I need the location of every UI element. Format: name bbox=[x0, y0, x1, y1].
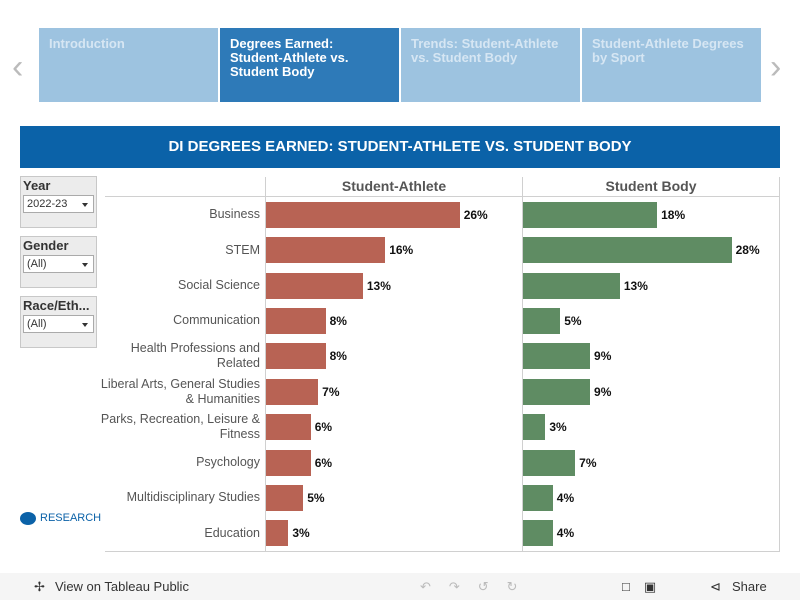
bar bbox=[523, 484, 553, 511]
value-label: 16% bbox=[389, 243, 414, 258]
filter-label: Gender bbox=[23, 238, 69, 253]
logo-text: RESEARCH bbox=[40, 512, 102, 524]
bar bbox=[266, 484, 304, 511]
bar bbox=[523, 449, 576, 476]
filter-label: Race/Eth... bbox=[23, 298, 90, 313]
chart-title: DI DEGREES EARNED: STUDENT-ATHLETE VS. S… bbox=[20, 126, 780, 168]
bar bbox=[266, 201, 460, 228]
category-label: Multidisciplinary Studies bbox=[126, 490, 260, 505]
value-label: 5% bbox=[307, 490, 325, 505]
bar bbox=[266, 237, 386, 264]
divider-line bbox=[522, 177, 523, 552]
value-label: 18% bbox=[661, 207, 686, 222]
nav-tab[interactable]: Degrees Earned: Student-Athlete vs. Stud… bbox=[220, 28, 399, 102]
series-header: Student-Athlete bbox=[341, 178, 447, 194]
prev-arrow[interactable]: ‹ bbox=[12, 48, 24, 86]
toolbar-icons-right: □▣ bbox=[622, 579, 671, 594]
value-label: 9% bbox=[594, 384, 612, 399]
value-label: 28% bbox=[735, 243, 760, 258]
bar bbox=[266, 272, 363, 299]
bar bbox=[266, 449, 311, 476]
bar bbox=[523, 201, 658, 228]
bar bbox=[523, 378, 591, 405]
filter-dropdown[interactable]: 2022-23 bbox=[23, 195, 94, 213]
value-label: 13% bbox=[623, 278, 648, 293]
value-label: 8% bbox=[329, 313, 347, 328]
share-button[interactable]: Share bbox=[732, 579, 767, 594]
category-label: Communication bbox=[173, 313, 260, 328]
category-label: STEM bbox=[225, 242, 260, 257]
value-label: 8% bbox=[329, 349, 347, 364]
value-label: 6% bbox=[314, 455, 333, 470]
value-label: 13% bbox=[366, 278, 391, 293]
share-icon: ⊲ bbox=[710, 579, 721, 594]
filter-dropdown[interactable]: (All) bbox=[23, 315, 94, 333]
series-header: Student Body bbox=[605, 178, 697, 194]
filter-dropdown[interactable]: (All) bbox=[23, 255, 94, 273]
bar bbox=[266, 414, 311, 441]
value-label: 4% bbox=[556, 490, 575, 505]
bar bbox=[523, 414, 546, 441]
bar bbox=[523, 343, 591, 370]
view-link[interactable]: View on Tableau Public bbox=[55, 579, 189, 594]
value-label: 6% bbox=[314, 420, 333, 435]
filter: Race/Eth... (All) bbox=[20, 296, 97, 348]
bar bbox=[266, 520, 289, 547]
bar bbox=[523, 272, 620, 299]
bar bbox=[523, 307, 561, 334]
value-label: 26% bbox=[463, 207, 488, 222]
value-label: 9% bbox=[594, 349, 612, 364]
category-label: Social Science bbox=[178, 278, 260, 292]
filter: Year 2022-23 bbox=[20, 176, 97, 228]
nav-tab[interactable]: Trends: Student-Athlete vs. Student Body bbox=[401, 28, 580, 102]
filter: Gender (All) bbox=[20, 236, 97, 288]
category-label: Psychology bbox=[196, 455, 260, 469]
value-label: 3% bbox=[549, 420, 567, 435]
bar bbox=[523, 237, 732, 264]
value-label: 3% bbox=[292, 526, 310, 541]
divider-line bbox=[265, 177, 266, 552]
view-icon: ✢ bbox=[34, 579, 45, 594]
category-label: Parks, Recreation, Leisure & Fitness bbox=[100, 412, 260, 442]
category-label: Education bbox=[204, 525, 260, 540]
divider-line bbox=[105, 551, 780, 552]
value-label: 4% bbox=[556, 526, 575, 541]
filter-label: Year bbox=[23, 178, 51, 193]
bar bbox=[266, 307, 326, 334]
logo-mark bbox=[20, 512, 36, 525]
bar bbox=[266, 378, 319, 405]
category-label: Business bbox=[209, 207, 260, 222]
divider-line bbox=[779, 177, 780, 552]
footer bbox=[0, 573, 800, 600]
value-label: 7% bbox=[579, 455, 597, 470]
bar bbox=[523, 520, 553, 547]
next-arrow[interactable]: › bbox=[770, 48, 782, 86]
value-label: 7% bbox=[322, 384, 340, 399]
bar bbox=[266, 343, 326, 370]
nav-tab[interactable]: Student-Athlete Degrees by Sport bbox=[582, 28, 761, 102]
category-label: Health Professions and Related bbox=[130, 341, 260, 371]
divider-line bbox=[105, 196, 780, 197]
nav-tab[interactable]: Introduction bbox=[39, 28, 218, 102]
category-label: Liberal Arts, General Studies & Humaniti… bbox=[100, 376, 260, 406]
value-label: 5% bbox=[564, 313, 582, 328]
toolbar-icons: ↶↷↺↻ bbox=[420, 579, 536, 594]
